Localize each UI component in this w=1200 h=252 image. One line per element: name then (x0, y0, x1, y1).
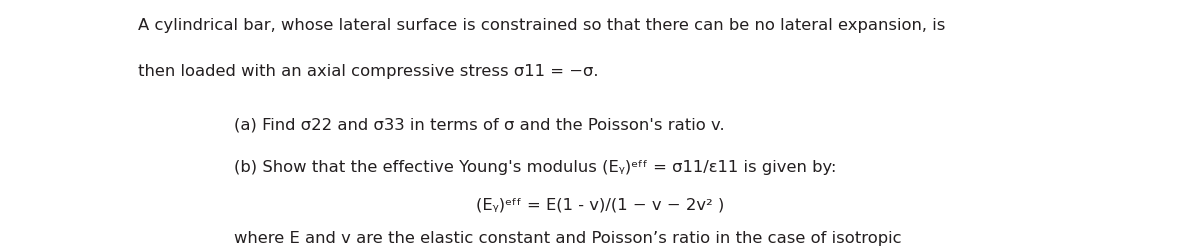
Text: A cylindrical bar, whose lateral surface is constrained so that there can be no : A cylindrical bar, whose lateral surface… (138, 18, 946, 33)
Text: (Eᵧ)ᵉᶠᶠ = E(1 - v)/(1 − v − 2v² ): (Eᵧ)ᵉᶠᶠ = E(1 - v)/(1 − v − 2v² ) (476, 198, 724, 213)
Text: then loaded with an axial compressive stress σ11 = −σ.: then loaded with an axial compressive st… (138, 64, 599, 79)
Text: where E and v are the elastic constant and Poisson’s ratio in the case of isotro: where E and v are the elastic constant a… (234, 231, 901, 246)
Text: (b) Show that the effective Young's modulus (Eᵧ)ᵉᶠᶠ = σ11/ε11 is given by:: (b) Show that the effective Young's modu… (234, 160, 836, 175)
Text: (a) Find σ22 and σ33 in terms of σ and the Poisson's ratio v.: (a) Find σ22 and σ33 in terms of σ and t… (234, 117, 725, 132)
